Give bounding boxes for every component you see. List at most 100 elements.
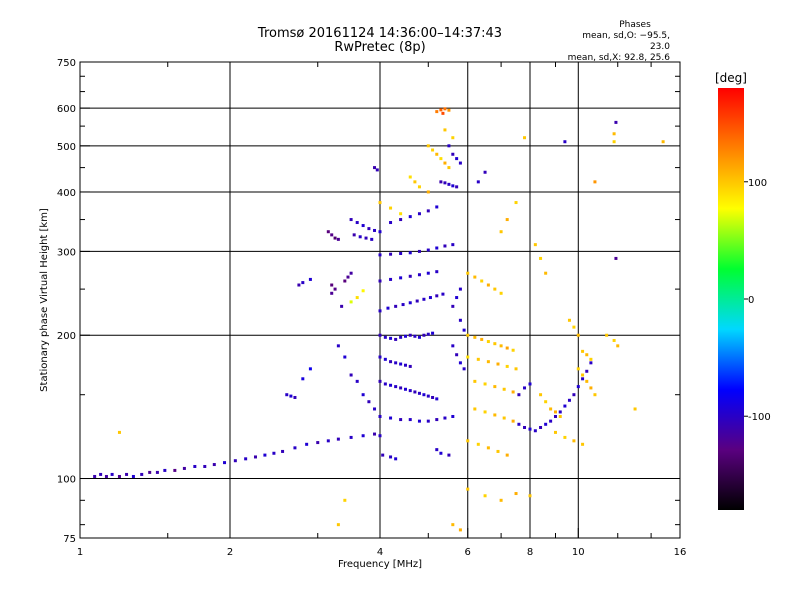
echo-point bbox=[417, 273, 421, 277]
echo-point bbox=[581, 373, 585, 377]
echo-point bbox=[155, 470, 159, 474]
echo-point bbox=[389, 455, 393, 459]
phase-statistics-x-mode: mean, sd,X: 92.8, 25.6 bbox=[567, 53, 670, 63]
echo-point bbox=[614, 120, 618, 124]
axes: 1 2 4 6 8 10 16 75 100 200 300 400 500 600 750 bbox=[57, 58, 686, 558]
echo-point bbox=[361, 393, 365, 397]
echo-point bbox=[614, 256, 618, 260]
echo-point bbox=[336, 237, 340, 241]
echo-point bbox=[483, 170, 487, 174]
echo-point bbox=[408, 301, 412, 305]
echo-point bbox=[517, 393, 521, 397]
echo-point bbox=[466, 333, 470, 337]
echo-point bbox=[370, 237, 374, 241]
y-tick-label: 75 bbox=[63, 534, 76, 545]
echo-point bbox=[533, 243, 537, 247]
echo-point bbox=[466, 439, 470, 443]
echo-point bbox=[399, 212, 403, 216]
echo-point bbox=[399, 362, 403, 366]
echo-point bbox=[567, 398, 571, 402]
echo-point bbox=[263, 453, 267, 457]
echo-point bbox=[355, 379, 359, 383]
echo-point bbox=[293, 446, 297, 450]
echo-point bbox=[336, 523, 340, 527]
echo-point bbox=[431, 148, 435, 152]
echo-point bbox=[661, 140, 665, 144]
echo-point bbox=[403, 387, 407, 391]
echo-point bbox=[523, 386, 527, 390]
echo-point bbox=[483, 382, 487, 386]
echo-point bbox=[447, 144, 451, 148]
echo-point bbox=[330, 291, 334, 295]
echo-point bbox=[585, 369, 589, 373]
echo-point bbox=[330, 283, 334, 287]
echo-point bbox=[553, 430, 557, 434]
echo-point bbox=[364, 236, 368, 240]
echo-point bbox=[476, 357, 480, 361]
echo-point bbox=[417, 335, 421, 339]
echo-point bbox=[408, 215, 412, 219]
echo-point bbox=[253, 455, 257, 459]
echo-point bbox=[340, 304, 344, 308]
echo-point bbox=[182, 466, 186, 470]
echo-point bbox=[443, 244, 447, 248]
echo-point bbox=[511, 419, 515, 423]
echo-point bbox=[593, 393, 597, 397]
echo-point bbox=[301, 281, 305, 285]
echo-point bbox=[383, 335, 387, 339]
echo-point bbox=[539, 425, 543, 429]
echo-point bbox=[381, 453, 385, 457]
echo-point bbox=[163, 468, 167, 472]
echo-point bbox=[403, 363, 407, 367]
echo-point bbox=[367, 227, 371, 231]
echo-point bbox=[523, 425, 527, 429]
echo-point bbox=[408, 175, 412, 179]
echo-point bbox=[330, 233, 334, 237]
echo-point bbox=[447, 453, 451, 457]
echo-point bbox=[612, 132, 616, 136]
echo-point bbox=[581, 349, 585, 353]
echo-point bbox=[289, 394, 293, 398]
y-tick-label: 600 bbox=[57, 104, 76, 115]
echo-point bbox=[401, 303, 405, 307]
echo-point bbox=[451, 304, 455, 308]
echo-point bbox=[455, 157, 459, 161]
echo-point bbox=[616, 344, 620, 348]
echo-point bbox=[431, 331, 435, 335]
echo-point bbox=[476, 180, 480, 184]
echo-point bbox=[428, 296, 432, 300]
echo-point bbox=[378, 279, 382, 283]
echo-point bbox=[499, 291, 503, 295]
echo-point bbox=[408, 364, 412, 368]
echo-point bbox=[417, 419, 421, 423]
title-line-2: RwPretec (8p) bbox=[334, 40, 426, 55]
echo-point bbox=[473, 379, 477, 383]
echo-point bbox=[223, 461, 227, 465]
echo-point bbox=[389, 277, 393, 281]
echo-point bbox=[408, 389, 412, 393]
echo-point bbox=[435, 270, 439, 274]
echo-point bbox=[417, 212, 421, 216]
echo-point bbox=[505, 346, 509, 350]
echo-point bbox=[305, 442, 309, 446]
echo-point bbox=[443, 128, 447, 132]
echo-point bbox=[486, 340, 490, 344]
echo-point bbox=[572, 439, 576, 443]
colorbar-tick-label: 100 bbox=[748, 178, 767, 189]
echo-point bbox=[394, 361, 398, 365]
echo-point bbox=[413, 390, 417, 394]
echo-point bbox=[389, 206, 393, 210]
echo-point bbox=[378, 414, 382, 418]
echo-point bbox=[110, 472, 114, 476]
echo-point bbox=[567, 318, 571, 322]
echo-point bbox=[349, 300, 353, 304]
echo-point bbox=[544, 422, 548, 426]
echo-point bbox=[549, 419, 553, 423]
echo-point bbox=[349, 218, 353, 222]
y-tick-label: 200 bbox=[57, 331, 76, 342]
colorbar-unit-label: [deg] bbox=[715, 71, 747, 85]
echo-point bbox=[435, 246, 439, 250]
echo-point bbox=[131, 474, 135, 478]
echo-point bbox=[117, 430, 121, 434]
